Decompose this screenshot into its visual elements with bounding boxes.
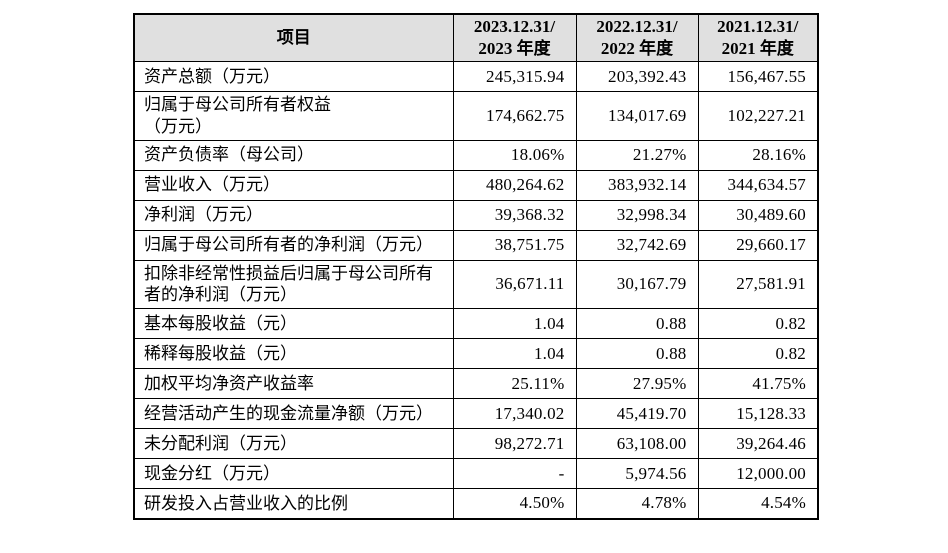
value-2021: 27,581.91 xyxy=(697,259,819,310)
value-2023: 1.04 xyxy=(452,338,577,370)
value-2023: 17,340.02 xyxy=(452,398,577,430)
header-2021-column: 2021.12.31/ 2021 年度 xyxy=(697,13,819,63)
header-2022-column: 2022.12.31/ 2022 年度 xyxy=(575,13,699,63)
value-2021: 0.82 xyxy=(697,308,819,340)
row-label: 未分配利润（万元） xyxy=(133,428,454,460)
value-2022: 21.27% xyxy=(575,139,699,171)
table-row-debt-ratio: 资产负债率（母公司） 18.06% 21.27% 28.16% xyxy=(133,139,819,171)
table-row-parent-equity: 归属于母公司所有者权益 （万元） 174,662.75 134,017.69 1… xyxy=(133,91,819,141)
table-row-weighted-roe: 加权平均净资产收益率 25.11% 27.95% 41.75% xyxy=(133,368,819,400)
value-2023: 480,264.62 xyxy=(452,169,577,201)
value-2023: 38,751.75 xyxy=(452,229,577,261)
value-2023: 1.04 xyxy=(452,308,577,340)
value-2021: 156,467.55 xyxy=(697,61,819,93)
value-2022: 4.78% xyxy=(575,488,699,520)
table-row-diluted-eps: 稀释每股收益（元） 1.04 0.88 0.82 xyxy=(133,338,819,370)
table-row-total-assets: 资产总额（万元） 245,315.94 203,392.43 156,467.5… xyxy=(133,61,819,93)
value-2022: 30,167.79 xyxy=(575,259,699,310)
row-label: 现金分红（万元） xyxy=(133,458,454,490)
value-2021: 29,660.17 xyxy=(697,229,819,261)
value-2023: 36,671.11 xyxy=(452,259,577,310)
value-2021: 0.82 xyxy=(697,338,819,370)
row-label: 扣除非经常性损益后归属于母公司所有 者的净利润（万元） xyxy=(133,259,454,310)
row-label: 资产总额（万元） xyxy=(133,61,454,93)
row-label: 经营活动产生的现金流量净额（万元） xyxy=(133,398,454,430)
value-2021: 344,634.57 xyxy=(697,169,819,201)
row-label: 基本每股收益（元） xyxy=(133,308,454,340)
table-row-operating-cash-flow: 经营活动产生的现金流量净额（万元） 17,340.02 45,419.70 15… xyxy=(133,398,819,430)
value-2023: 98,272.71 xyxy=(452,428,577,460)
table-row-basic-eps: 基本每股收益（元） 1.04 0.88 0.82 xyxy=(133,308,819,340)
row-label: 研发投入占营业收入的比例 xyxy=(133,488,454,520)
row-label: 稀释每股收益（元） xyxy=(133,338,454,370)
value-2021: 102,227.21 xyxy=(697,91,819,141)
table-header-row: 项目 2023.12.31/ 2023 年度 2022.12.31/ 2022 … xyxy=(133,13,819,63)
header-2023-column: 2023.12.31/ 2023 年度 xyxy=(452,13,577,63)
value-2021: 30,489.60 xyxy=(697,199,819,231)
value-2022: 27.95% xyxy=(575,368,699,400)
table-row-retained-earnings: 未分配利润（万元） 98,272.71 63,108.00 39,264.46 xyxy=(133,428,819,460)
value-2021: 39,264.46 xyxy=(697,428,819,460)
table-row-rd-ratio: 研发投入占营业收入的比例 4.50% 4.78% 4.54% xyxy=(133,488,819,520)
row-label: 加权平均净资产收益率 xyxy=(133,368,454,400)
value-2023: 39,368.32 xyxy=(452,199,577,231)
value-2021: 15,128.33 xyxy=(697,398,819,430)
value-2022: 383,932.14 xyxy=(575,169,699,201)
value-2021: 4.54% xyxy=(697,488,819,520)
value-2022: 63,108.00 xyxy=(575,428,699,460)
value-2022: 0.88 xyxy=(575,308,699,340)
header-item-column: 项目 xyxy=(133,13,454,63)
value-2021: 12,000.00 xyxy=(697,458,819,490)
value-2021: 28.16% xyxy=(697,139,819,171)
table-row-net-profit: 净利润（万元） 39,368.32 32,998.34 30,489.60 xyxy=(133,199,819,231)
row-label: 净利润（万元） xyxy=(133,199,454,231)
row-label: 营业收入（万元） xyxy=(133,169,454,201)
value-2023: 174,662.75 xyxy=(452,91,577,141)
value-2023: - xyxy=(452,458,577,490)
financial-summary-table: 项目 2023.12.31/ 2023 年度 2022.12.31/ 2022 … xyxy=(133,13,819,520)
table-row-cash-dividend: 现金分红（万元） - 5,974.56 12,000.00 xyxy=(133,458,819,490)
table-row-deducted-net-profit: 扣除非经常性损益后归属于母公司所有 者的净利润（万元） 36,671.11 30… xyxy=(133,259,819,310)
value-2022: 32,742.69 xyxy=(575,229,699,261)
value-2022: 32,998.34 xyxy=(575,199,699,231)
value-2022: 203,392.43 xyxy=(575,61,699,93)
value-2022: 0.88 xyxy=(575,338,699,370)
value-2023: 25.11% xyxy=(452,368,577,400)
row-label: 归属于母公司所有者的净利润（万元） xyxy=(133,229,454,261)
value-2022: 45,419.70 xyxy=(575,398,699,430)
value-2021: 41.75% xyxy=(697,368,819,400)
row-label: 归属于母公司所有者权益 （万元） xyxy=(133,91,454,141)
row-label: 资产负债率（母公司） xyxy=(133,139,454,171)
value-2023: 245,315.94 xyxy=(452,61,577,93)
value-2022: 5,974.56 xyxy=(575,458,699,490)
value-2023: 4.50% xyxy=(452,488,577,520)
table-row-operating-revenue: 营业收入（万元） 480,264.62 383,932.14 344,634.5… xyxy=(133,169,819,201)
value-2022: 134,017.69 xyxy=(575,91,699,141)
value-2023: 18.06% xyxy=(452,139,577,171)
table-row-parent-net-profit: 归属于母公司所有者的净利润（万元） 38,751.75 32,742.69 29… xyxy=(133,229,819,261)
